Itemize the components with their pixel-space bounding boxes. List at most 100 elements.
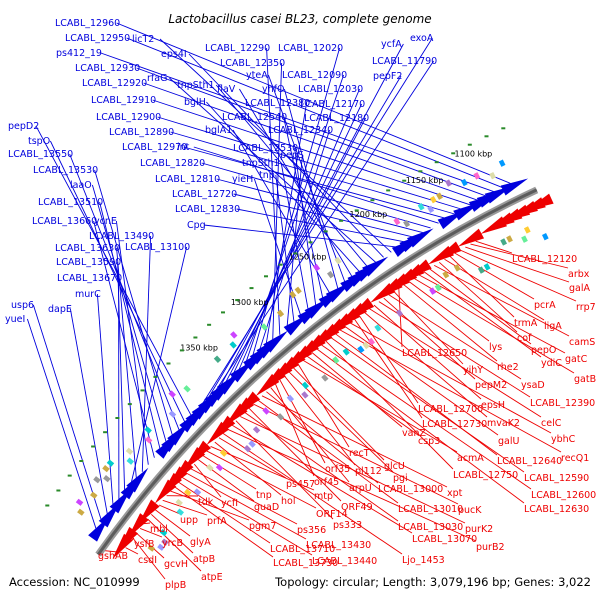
gene-label-forward: LCABL_12970 bbox=[122, 142, 187, 153]
scale-tick bbox=[354, 209, 359, 212]
leader-line bbox=[358, 315, 419, 404]
feature-category-block bbox=[374, 324, 382, 332]
gene-label-reverse: LCABL_12640 bbox=[497, 456, 562, 467]
gene-label-forward: pepD2 bbox=[8, 121, 39, 132]
gene-label-reverse: xpt bbox=[447, 488, 463, 499]
feature-category-block bbox=[429, 195, 437, 204]
leader-line bbox=[470, 243, 569, 269]
leader-line bbox=[154, 509, 191, 537]
leader-line bbox=[198, 37, 433, 411]
gene-label-reverse: Ljo_1453 bbox=[402, 555, 445, 566]
gene-label-forward: LCABL_13510 bbox=[38, 197, 103, 208]
gene-label-forward: yteA bbox=[246, 70, 268, 81]
gene-label-reverse: gcvH bbox=[164, 559, 188, 570]
leader-line bbox=[178, 481, 271, 544]
gene-label-forward: yieH bbox=[232, 174, 253, 185]
feature-category-block bbox=[276, 413, 285, 421]
forward-feature bbox=[263, 330, 288, 353]
gene-label-forward: LCABL_12020 bbox=[278, 43, 343, 54]
scale-tick bbox=[79, 460, 84, 462]
scale-tick bbox=[193, 336, 198, 339]
gene-label-reverse: glyA bbox=[190, 537, 211, 548]
gene-label-reverse: LCABL_12630 bbox=[524, 504, 589, 515]
leader-line bbox=[202, 454, 257, 490]
gene-label-reverse: galU bbox=[498, 436, 519, 447]
scale-tick bbox=[115, 417, 120, 419]
leader-line bbox=[253, 403, 459, 505]
forward-feature bbox=[126, 467, 149, 493]
scale-tick bbox=[166, 362, 171, 365]
leader-line bbox=[224, 117, 366, 385]
feature-category-block bbox=[473, 172, 481, 180]
leader-line bbox=[183, 146, 447, 220]
leader-line bbox=[222, 433, 403, 555]
leader-line bbox=[231, 424, 413, 534]
gene-label-reverse: ps457 bbox=[286, 479, 315, 490]
gene-label-forward: LCABL_12900 bbox=[96, 112, 161, 123]
gene-label-forward: LCABL_12810 bbox=[155, 174, 220, 185]
gene-label-reverse: epsH bbox=[481, 400, 505, 411]
gene-label-reverse: ORF49 bbox=[341, 502, 373, 513]
kbp-label: 1100 kbp bbox=[455, 149, 493, 158]
feature-category-block bbox=[417, 203, 425, 211]
gene-label-forward: LCABL_12930 bbox=[75, 63, 140, 74]
leader-line bbox=[115, 220, 149, 465]
leader-line bbox=[214, 441, 282, 496]
gene-label-reverse: LCABL_13730 bbox=[273, 558, 338, 569]
feature-category-block bbox=[453, 264, 461, 272]
leader-line bbox=[158, 504, 181, 515]
feature-category-block bbox=[313, 263, 321, 272]
feature-category-block bbox=[75, 498, 84, 506]
leader-line bbox=[311, 352, 403, 428]
gene-label-forward: LCABL_12530 bbox=[233, 143, 298, 154]
gene-label-forward: pepS bbox=[280, 150, 304, 161]
feature-category-block bbox=[294, 286, 302, 295]
gene-label-reverse: pepO bbox=[531, 345, 556, 356]
feature-category-block bbox=[243, 445, 252, 453]
leader-line bbox=[261, 395, 448, 488]
gene-label-forward: int bbox=[177, 142, 190, 153]
leader-line bbox=[237, 88, 361, 372]
gene-label-reverse: pgm7 bbox=[249, 521, 276, 532]
feature-category-block bbox=[367, 337, 375, 346]
leader-line bbox=[373, 304, 482, 400]
feature-category-block bbox=[103, 474, 111, 483]
leader-line bbox=[206, 450, 317, 509]
gene-label-reverse: pgi bbox=[393, 473, 408, 484]
leader-line bbox=[344, 326, 499, 436]
leader-line bbox=[398, 288, 403, 348]
gene-label-reverse: ligA bbox=[544, 321, 562, 332]
gene-label-reverse: hol bbox=[281, 496, 295, 507]
leader-line bbox=[203, 224, 400, 248]
map-title: Lactobacillus casei BL23, complete genom… bbox=[168, 12, 431, 26]
gene-label-reverse: recQ1 bbox=[561, 453, 589, 464]
scale-tick bbox=[418, 170, 423, 173]
feature-category-block bbox=[161, 538, 169, 546]
leader-line bbox=[354, 318, 423, 419]
gene-label-reverse: pepM2 bbox=[475, 380, 507, 391]
feature-category-block bbox=[332, 356, 340, 364]
gene-label-forward: ycfA bbox=[381, 39, 402, 50]
leader-line bbox=[270, 387, 350, 483]
gene-label-reverse: LCABL_13000 bbox=[378, 484, 443, 495]
gene-label-reverse: ORF14 bbox=[316, 509, 348, 520]
gene-label-forward: tspO bbox=[28, 136, 50, 147]
gene-label-forward: LCABL_11790 bbox=[372, 56, 437, 67]
gene-label-forward: LCABL_12290 bbox=[205, 43, 270, 54]
feature-category-block bbox=[184, 488, 192, 497]
leader-line bbox=[227, 428, 477, 542]
leader-line bbox=[139, 527, 163, 538]
feature-category-block bbox=[500, 238, 508, 246]
leader-line bbox=[150, 513, 194, 554]
leader-line bbox=[428, 268, 532, 345]
gene-label-forward: LCABL_12180 bbox=[304, 113, 369, 124]
scale-tick bbox=[434, 161, 439, 164]
feature-category-block bbox=[321, 374, 329, 382]
forward-feature bbox=[362, 256, 389, 277]
gene-label-forward: LCABL_12350 bbox=[220, 58, 285, 69]
leader-line bbox=[217, 43, 404, 391]
leader-line bbox=[283, 375, 356, 466]
gene-label-reverse: purK2 bbox=[465, 524, 493, 535]
kbp-label: 1150 kbp bbox=[406, 176, 444, 185]
